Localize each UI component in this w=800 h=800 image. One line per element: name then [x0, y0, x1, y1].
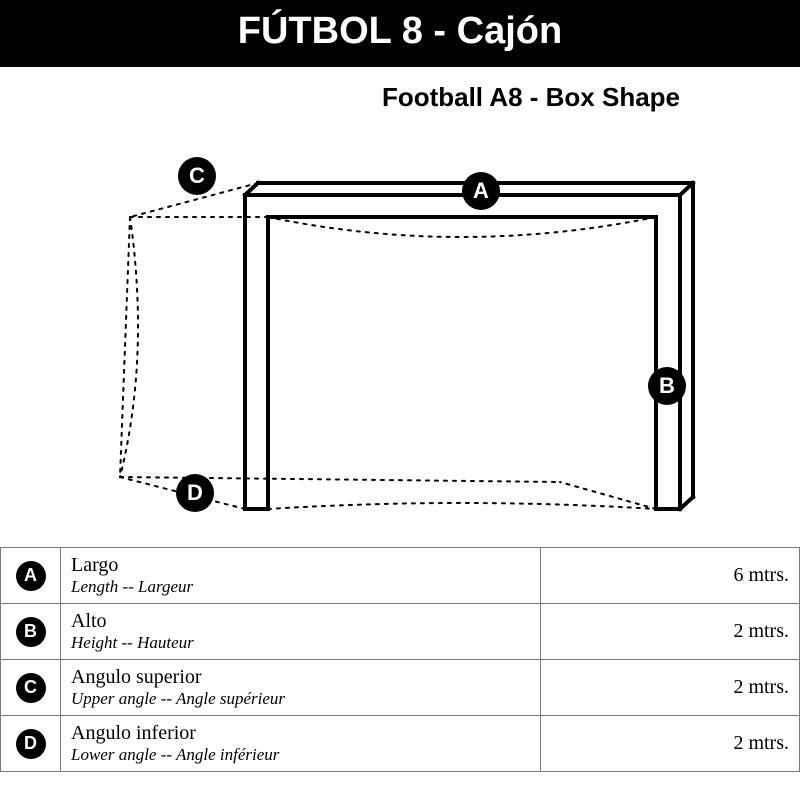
row-label-main: Angulo superior: [71, 666, 530, 689]
goal-diagram: A B C D: [0, 77, 800, 547]
row-badge-cell: A: [1, 548, 61, 604]
row-label-main: Alto: [71, 610, 530, 633]
row-label-cell: Alto Height -- Hauteur: [61, 604, 541, 660]
page-header: FÚTBOL 8 - Cajón: [0, 0, 800, 67]
row-badge-cell: B: [1, 604, 61, 660]
table-row: C Angulo superior Upper angle -- Angle s…: [1, 660, 800, 716]
row-value: 2 mtrs.: [541, 660, 800, 716]
table-row: B Alto Height -- Hauteur 2 mtrs.: [1, 604, 800, 660]
table-row: A Largo Length -- Largeur 6 mtrs.: [1, 548, 800, 604]
row-label-cell: Angulo superior Upper angle -- Angle sup…: [61, 660, 541, 716]
row-label-sub: Height -- Hauteur: [71, 633, 530, 653]
row-label-cell: Angulo inferior Lower angle -- Angle inf…: [61, 716, 541, 772]
row-value: 2 mtrs.: [541, 716, 800, 772]
badge-d-marker: D: [176, 474, 214, 512]
row-badge-icon: C: [16, 673, 46, 703]
row-label-main: Angulo inferior: [71, 722, 530, 745]
badge-a-icon: A: [462, 172, 500, 210]
row-badge-cell: D: [1, 716, 61, 772]
goal-svg: [0, 77, 800, 547]
row-value: 2 mtrs.: [541, 604, 800, 660]
badge-d-icon: D: [176, 474, 214, 512]
badge-b-icon: B: [648, 367, 686, 405]
badge-c-icon: C: [178, 157, 216, 195]
dimensions-table: A Largo Length -- Largeur 6 mtrs. B Alto…: [0, 547, 800, 772]
badge-a-marker: A: [462, 172, 500, 210]
row-badge-cell: C: [1, 660, 61, 716]
row-value: 6 mtrs.: [541, 548, 800, 604]
table-row: D Angulo inferior Lower angle -- Angle i…: [1, 716, 800, 772]
row-label-sub: Length -- Largeur: [71, 577, 530, 597]
row-badge-icon: B: [16, 617, 46, 647]
row-label-sub: Lower angle -- Angle inférieur: [71, 745, 530, 765]
badge-c-marker: C: [178, 157, 216, 195]
badge-b-marker: B: [648, 367, 686, 405]
page-title: FÚTBOL 8 - Cajón: [238, 10, 562, 52]
row-badge-icon: A: [16, 561, 46, 591]
row-badge-icon: D: [16, 729, 46, 759]
row-label-cell: Largo Length -- Largeur: [61, 548, 541, 604]
row-label-sub: Upper angle -- Angle supérieur: [71, 689, 530, 709]
row-label-main: Largo: [71, 554, 530, 577]
